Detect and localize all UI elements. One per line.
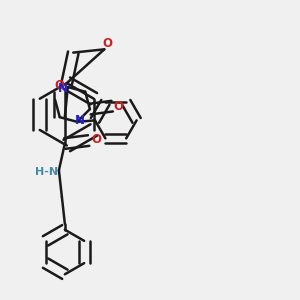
- Text: O: O: [102, 37, 112, 50]
- Text: O: O: [113, 100, 123, 112]
- Text: H-N: H-N: [35, 167, 58, 177]
- Text: O: O: [91, 133, 101, 146]
- Text: N: N: [74, 114, 85, 127]
- Text: O: O: [55, 80, 65, 92]
- Text: N: N: [58, 82, 68, 95]
